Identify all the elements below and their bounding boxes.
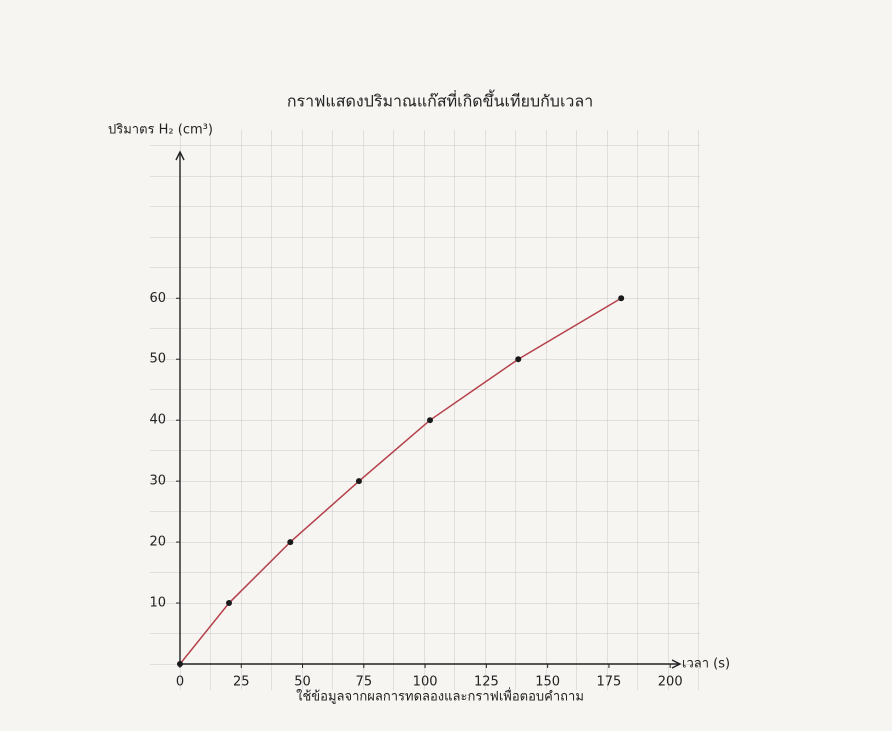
x-tick-label: 125 bbox=[474, 675, 499, 690]
caption: ใช้ข้อมูลจากผลการทดลองและกราฟเพื่อตอบคำถ… bbox=[296, 688, 584, 705]
data-point bbox=[355, 478, 362, 485]
y-tick-label: 50 bbox=[149, 352, 166, 367]
x-tick-label: 150 bbox=[535, 675, 560, 690]
data-point bbox=[618, 295, 625, 302]
data-point bbox=[287, 539, 294, 546]
y-tick-label: 40 bbox=[149, 413, 166, 428]
data-point bbox=[515, 356, 522, 363]
data-point bbox=[177, 661, 183, 667]
x-tick-label: 175 bbox=[597, 675, 622, 690]
data-point bbox=[226, 600, 233, 607]
graph-paper bbox=[150, 130, 700, 690]
x-tick-label: 75 bbox=[356, 675, 373, 690]
x-axis-label: เวลา (s) bbox=[682, 657, 730, 672]
y-tick-label: 60 bbox=[149, 291, 166, 306]
x-tick-label: 0 bbox=[176, 675, 184, 690]
x-tick-label: 100 bbox=[413, 675, 438, 690]
x-tick-label: 200 bbox=[658, 675, 683, 690]
x-axis-arrow bbox=[671, 659, 682, 669]
chart-title: กราฟแสดงปริมาณแก๊สที่เกิดขึ้นเทียบกับเวล… bbox=[287, 90, 593, 111]
y-tick-label: 30 bbox=[149, 474, 166, 489]
y-tick-label: 20 bbox=[149, 535, 166, 550]
data-point bbox=[427, 417, 433, 424]
x-tick-label: 25 bbox=[233, 675, 250, 690]
y-axis-label: ปริมาตร H₂ (cm³) bbox=[108, 123, 213, 138]
y-axis-arrow bbox=[175, 150, 185, 161]
x-tick-label: 50 bbox=[294, 675, 311, 690]
y-tick-label: 10 bbox=[149, 596, 166, 611]
